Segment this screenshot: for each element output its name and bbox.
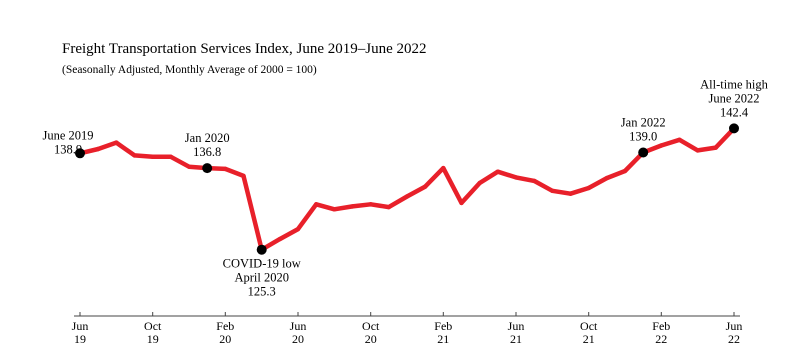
annotation-label: Jan 2022 [621,116,666,130]
data-point [477,180,482,186]
annotation-label: Jan 2020 [185,131,230,145]
data-point [550,188,555,193]
series-line [77,126,737,252]
data-point [568,191,573,196]
annotation-label: COVID-19 low [223,257,301,271]
data-point [96,146,101,152]
x-tick-label: 22 [655,332,667,344]
highlight-dot [202,163,213,174]
annotation-label: April 2020 [234,271,289,285]
data-point [114,140,119,145]
data-point [404,194,410,199]
data-point [241,173,246,179]
x-tick-label: 21 [510,332,522,344]
x-tick-label: Jun [508,319,525,333]
data-point [677,137,682,142]
annotation-label: 136.8 [193,145,221,159]
data-point [223,166,228,172]
data-point [277,236,282,242]
x-tick-label: Feb [216,319,234,333]
x-tick-label: 20 [292,332,304,344]
data-point [659,143,664,148]
x-tick-label: 21 [583,332,595,344]
data-point [586,185,591,191]
annotation-label: All-time high [700,77,768,91]
chart-subtitle: (Seasonally Adjusted, Monthly Average of… [62,64,317,76]
data-point [368,202,373,207]
annotation-label: June 2022 [708,91,759,105]
x-tick-label: Oct [580,319,598,333]
x-axis: Jun19Oct19Feb20Jun20Oct20Feb21Jun21Oct21… [72,312,743,344]
series-line-layer [77,126,737,252]
annotation-label: June 2019 [42,128,93,142]
highlight-dot [729,123,739,134]
x-tick-label: Oct [144,319,162,333]
data-point [386,204,391,210]
x-tick-label: Jun [290,319,307,333]
x-tick-label: 20 [219,332,231,344]
x-tick-label: 20 [365,332,377,344]
data-point [695,148,700,153]
data-point [314,202,319,207]
data-point [332,207,337,212]
data-point [295,226,301,232]
x-tick-label: Feb [652,319,670,333]
chart-title: Freight Transportation Services Index, J… [62,41,427,57]
data-point [513,175,519,180]
data-point [132,153,137,158]
annotation-label: 139.0 [629,130,657,144]
annotation-label: 138.9 [54,142,82,156]
data-point [423,184,428,189]
data-point [441,165,446,171]
x-tick-label: 19 [147,332,159,344]
annotation-label: 142.4 [720,105,749,119]
data-point [604,175,609,181]
annotation-label: 125.3 [248,285,276,299]
x-tick-label: 19 [74,332,86,344]
data-point [168,154,173,159]
data-point [150,154,155,159]
data-point [459,200,464,206]
x-tick-label: Feb [434,319,452,333]
data-point [713,145,718,150]
data-point [186,164,192,169]
x-tick-label: Jun [726,319,743,333]
highlight-dot [638,147,649,158]
data-point [350,204,355,209]
data-point [622,168,628,174]
data-point [495,169,500,174]
highlight-dot [75,148,85,159]
x-tick-label: 21 [437,332,449,344]
x-tick-label: Oct [362,319,380,333]
x-tick-label: 22 [728,332,740,344]
highlight-dot [256,244,267,255]
data-point [532,178,537,184]
highlight-marker-layer [75,123,739,255]
x-tick-label: Jun [72,319,89,333]
